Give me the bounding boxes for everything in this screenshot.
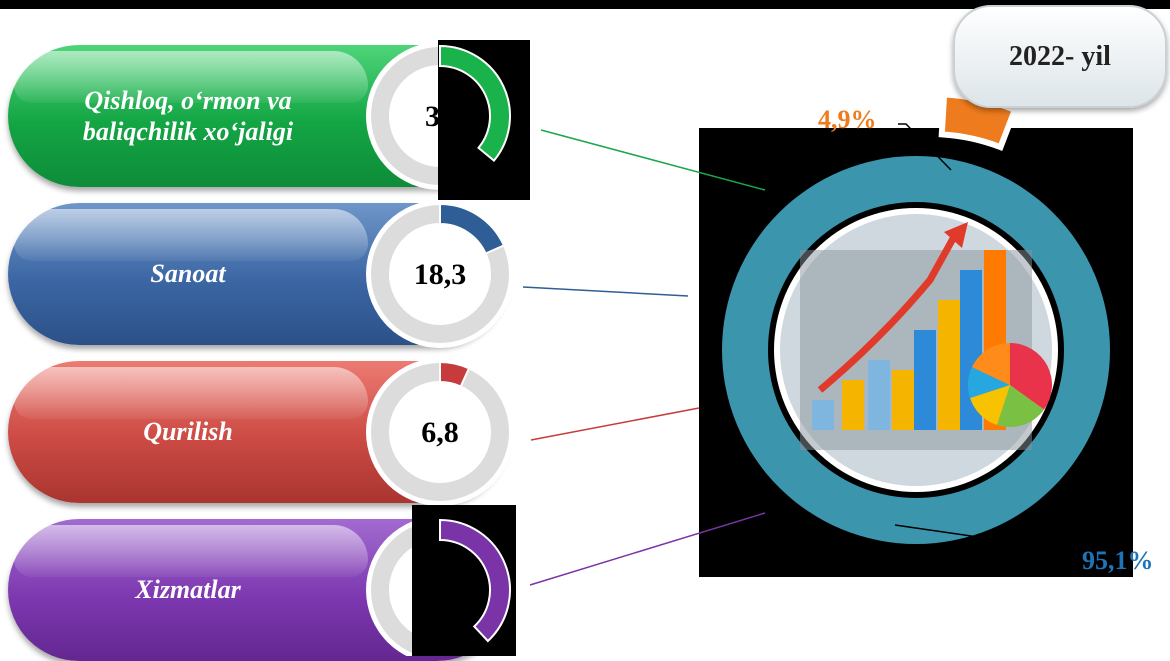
picture-bar <box>812 400 834 430</box>
picture-pie-slice <box>971 343 1010 385</box>
label-large-share: 95,1% <box>1082 546 1154 575</box>
pill-gloss <box>14 367 368 419</box>
picture-bar <box>938 300 960 430</box>
connector-line-construction <box>530 407 700 441</box>
donut-slice-visible-services <box>439 518 511 643</box>
category-label-services: Xizmatlar <box>135 575 241 605</box>
picture-arrow-head <box>944 222 968 248</box>
pill-gloss <box>14 525 368 577</box>
picture-bar <box>842 380 864 430</box>
donut-slice-construction <box>439 360 471 388</box>
leader-line-large-share <box>894 524 1111 557</box>
connector-line-services <box>529 512 766 586</box>
label-small-share: 4,9% <box>818 105 877 134</box>
picture-pie-chart <box>968 342 1052 428</box>
donut-slice-industry <box>439 202 506 255</box>
donut-value-industry: 18,3 <box>414 258 467 291</box>
picture-pie-slice <box>970 385 1010 425</box>
picture-bar <box>892 370 914 430</box>
picture-pie-slice <box>997 385 1044 428</box>
pill-gloss <box>14 209 368 261</box>
picture-pie-slice <box>1010 342 1052 410</box>
leader-line-small-share <box>898 123 952 171</box>
top-bar <box>0 0 1170 9</box>
picture-bar <box>914 330 936 430</box>
donut-slice-visible-agriculture <box>439 44 511 163</box>
picture-pie-slice <box>968 367 1010 398</box>
donut-value-construction: 6,8 <box>421 416 459 449</box>
connector-line-agriculture <box>540 129 766 191</box>
year-label: 2022- yil <box>1009 40 1111 72</box>
category-label-construction: Qurilish <box>143 417 233 447</box>
picture-trend-arrow <box>817 233 959 393</box>
category-label-agriculture: Qishloq, o‘rmon va baliqchilik xo‘jaligi <box>82 85 294 146</box>
picture-bar <box>868 360 890 430</box>
year-badge: 2022- yil <box>953 5 1167 108</box>
connector-line-industry <box>522 286 689 297</box>
category-label-industry: Sanoat <box>150 259 226 289</box>
pill-gloss <box>14 51 368 103</box>
